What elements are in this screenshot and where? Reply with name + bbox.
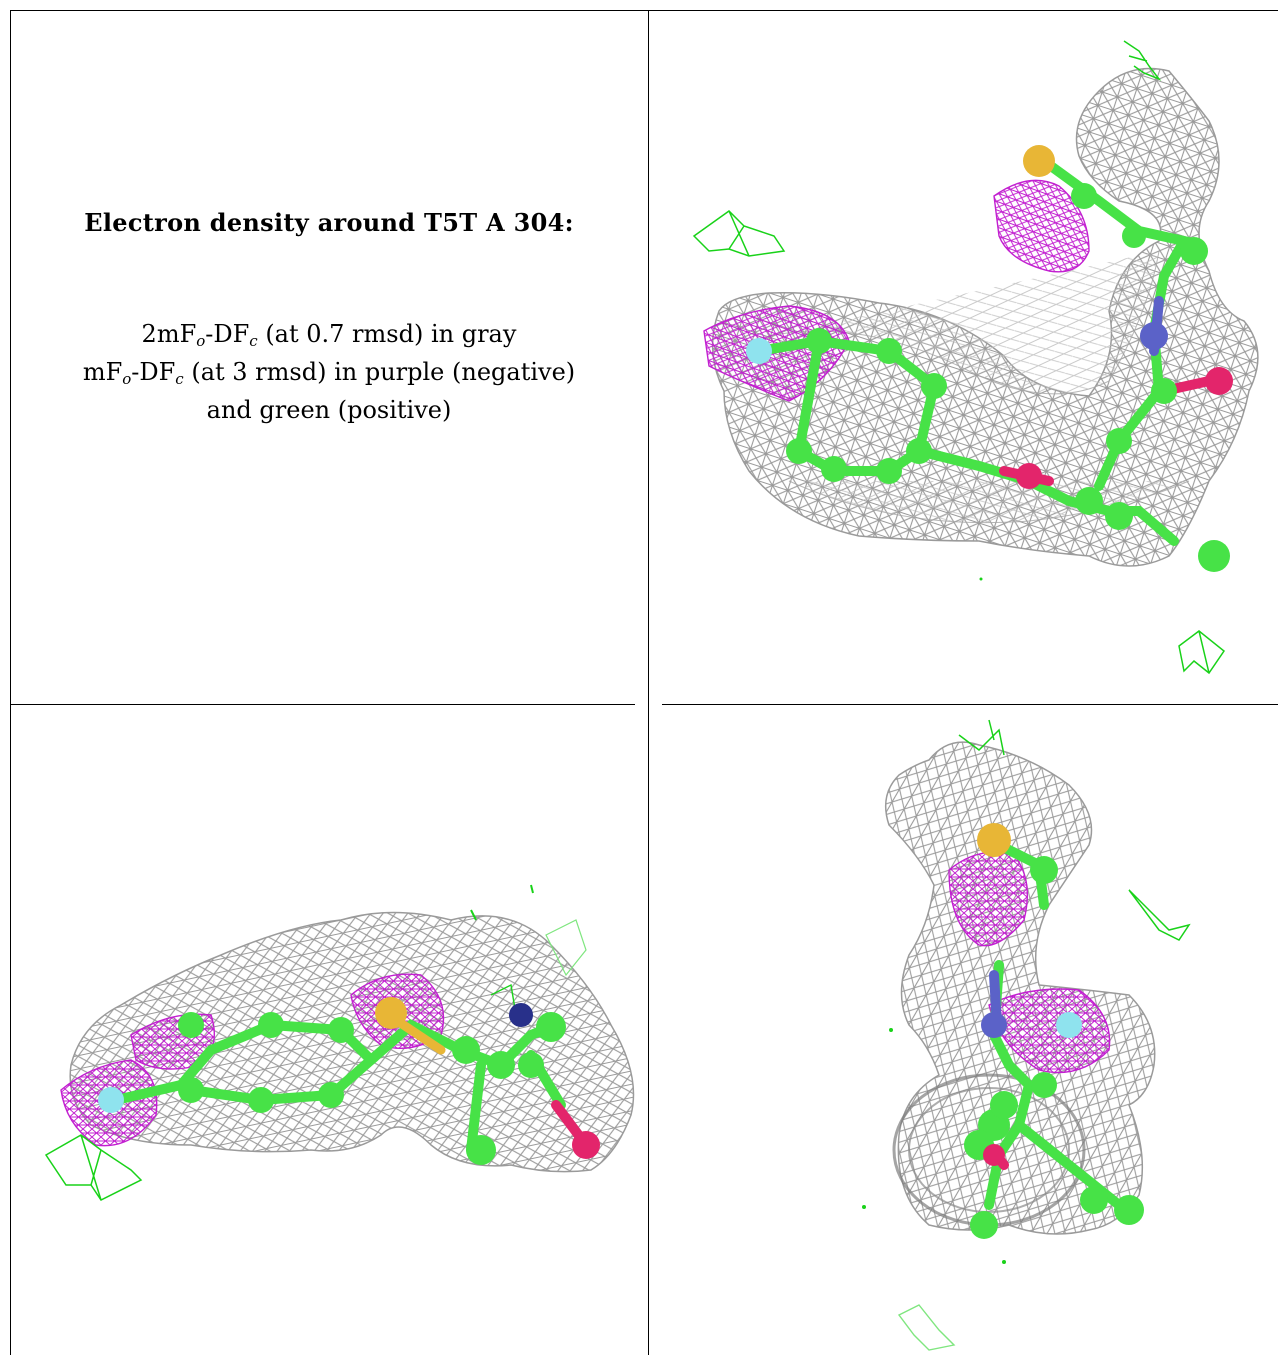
purple-mesh-fluorine: [988, 988, 1111, 1074]
fluorine-atom: [1056, 1012, 1082, 1038]
figure-grid: Electron density around T5T A 304: 2mFo-…: [10, 10, 1278, 1355]
legend-line-colors: and green (positive): [206, 396, 452, 424]
green-mesh-blob-2: [1128, 889, 1191, 941]
green-mesh-blob-1: [44, 1134, 143, 1201]
molecule-render-3: [862, 719, 1191, 1351]
purple-mesh-sulfur: [993, 179, 1090, 273]
oxygen-atom: [572, 1131, 600, 1159]
grid-line-center-right: [662, 704, 1278, 705]
fluorine-atom: [98, 1087, 124, 1113]
oxygen-atom: [983, 1144, 1005, 1166]
fluorine-atom: [746, 338, 772, 364]
green-mesh-blob-3: [897, 1304, 956, 1351]
molecule-render-1: [692, 40, 1259, 675]
green-mesh-blob-3: [1178, 630, 1226, 675]
legend-line-fofc: mFo-DFc (at 3 rmsd) in purple (negative): [82, 358, 576, 388]
density-view-bottom-right: [649, 705, 1278, 1355]
green-mesh-blob-1: [692, 210, 786, 257]
green-mesh-blob-2: [1123, 40, 1162, 81]
grid-line-top: [10, 10, 1278, 11]
green-mesh-blob-2: [545, 919, 587, 977]
gray-mesh-envelope: [884, 741, 1156, 1235]
carbon-atoms: [964, 856, 1144, 1239]
grid-line-middle: [648, 10, 649, 1355]
figure-title: Electron density around T5T A 304:: [84, 208, 574, 237]
green-mesh-blob-1: [958, 719, 1005, 756]
grid-line-left: [10, 10, 11, 1355]
nitrogen-atom: [1140, 322, 1168, 350]
density-view-top-right: [649, 11, 1278, 704]
molecule-render-2: [44, 884, 635, 1201]
legend-line-2fofc: 2mFo-DFc (at 0.7 rmsd) in gray: [141, 320, 517, 350]
oxygen-atom-ether: [1016, 463, 1042, 489]
sulfur-atom: [375, 997, 407, 1029]
grid-line-center-left: [10, 704, 635, 705]
oxygen-atom-carbonyl: [1205, 367, 1233, 395]
carbon-atoms: [178, 1012, 566, 1165]
green-mesh-dot: [979, 577, 983, 581]
density-view-bottom-left: [11, 705, 648, 1355]
sulfur-atom: [1023, 145, 1055, 177]
carbon-atoms: [786, 183, 1230, 572]
sulfur-atom: [977, 823, 1011, 857]
density-legend: 2mFo-DFc (at 0.7 rmsd) in gray mFo-DFc (…: [83, 315, 575, 429]
nitrogen-atom: [509, 1003, 533, 1027]
caption-cell: Electron density around T5T A 304: 2mFo-…: [10, 10, 648, 704]
nitrogen-atom: [981, 1012, 1007, 1038]
